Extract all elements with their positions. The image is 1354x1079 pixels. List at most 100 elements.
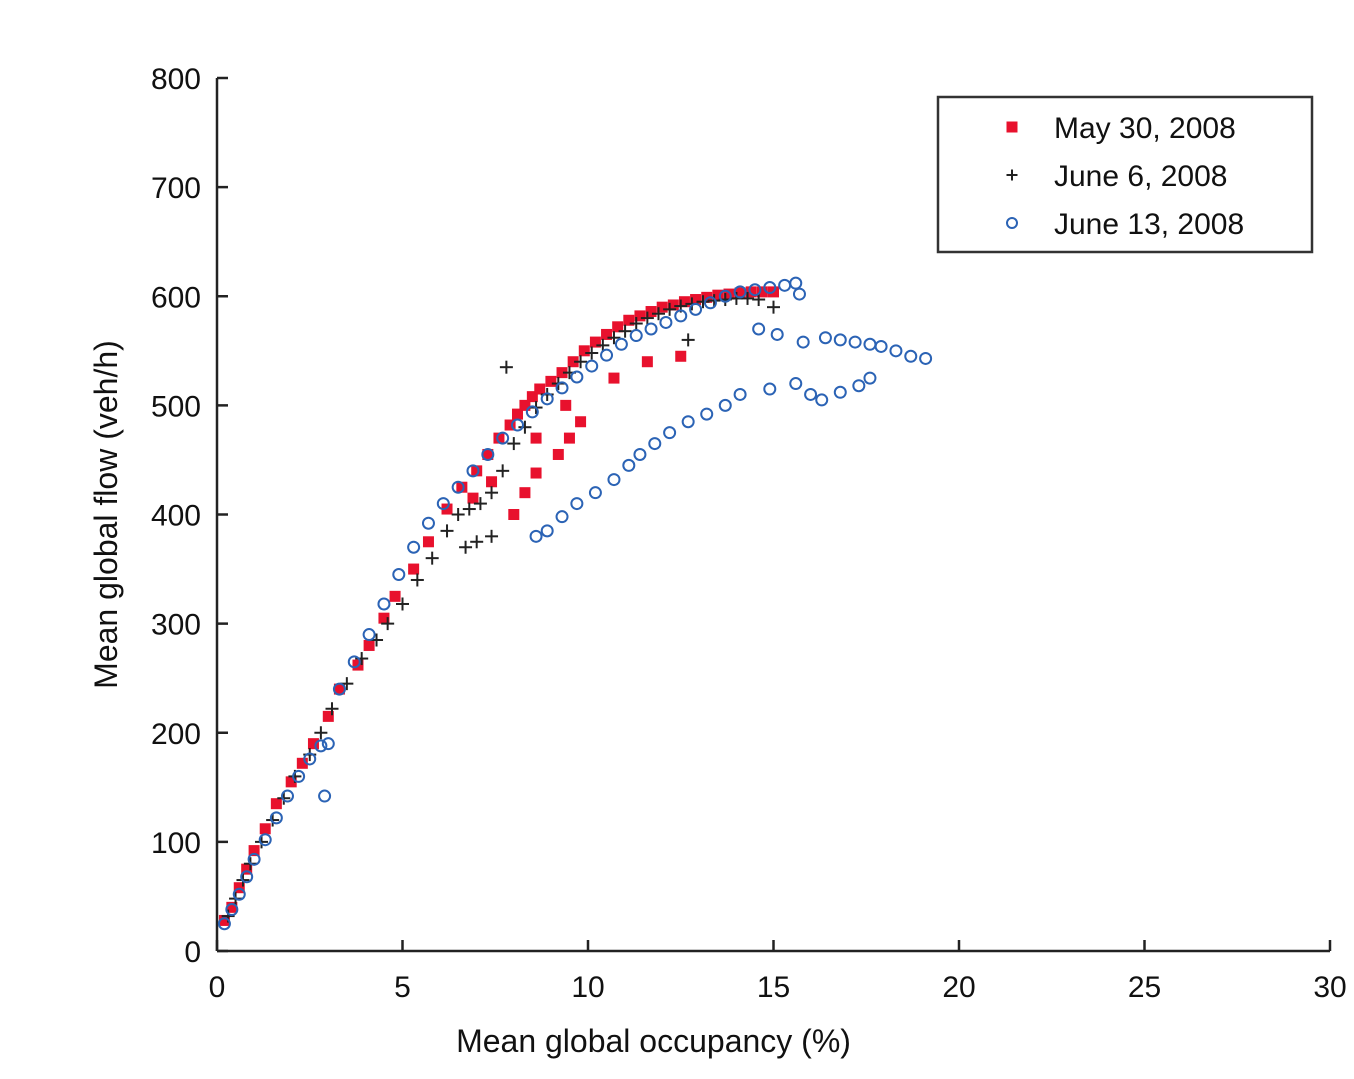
data-point bbox=[466, 464, 480, 478]
data-point bbox=[459, 540, 473, 554]
data-point bbox=[607, 473, 621, 487]
y-axis-label: Mean global flow (veh/h) bbox=[88, 340, 124, 689]
data-point bbox=[269, 811, 283, 825]
data-point bbox=[318, 789, 332, 803]
data-point bbox=[525, 405, 539, 419]
data-point bbox=[723, 288, 735, 300]
x-tick-label: 0 bbox=[209, 971, 226, 1004]
data-point bbox=[734, 287, 746, 299]
data-point bbox=[818, 331, 832, 345]
data-point bbox=[493, 432, 505, 444]
data-point bbox=[612, 321, 624, 333]
legend-item-2: June 6, 2008 bbox=[1006, 160, 1227, 193]
data-point bbox=[518, 420, 532, 434]
data-point bbox=[285, 776, 297, 788]
data-point bbox=[563, 432, 575, 444]
x-tick-label: 10 bbox=[571, 971, 604, 1004]
x-tick-label: 5 bbox=[394, 971, 411, 1004]
data-point bbox=[763, 382, 777, 396]
data-point bbox=[778, 278, 792, 292]
data-point bbox=[644, 322, 658, 336]
data-point bbox=[574, 355, 588, 369]
data-point bbox=[663, 302, 677, 316]
data-point bbox=[681, 415, 695, 429]
x-tick-label: 30 bbox=[1313, 971, 1346, 1004]
data-point bbox=[848, 335, 862, 349]
data-point bbox=[378, 612, 390, 624]
data-point bbox=[470, 535, 484, 549]
data-point bbox=[570, 497, 584, 511]
data-point bbox=[540, 524, 554, 538]
data-point bbox=[530, 467, 542, 479]
data-point bbox=[608, 372, 620, 384]
data-point bbox=[629, 317, 643, 331]
data-point bbox=[314, 726, 328, 740]
data-point bbox=[555, 510, 569, 524]
data-point bbox=[874, 339, 888, 353]
data-point bbox=[512, 408, 524, 420]
data-point bbox=[247, 852, 261, 866]
data-point bbox=[292, 769, 306, 783]
legend-items: May 30, 2008 June 6, 2008 June 13, 2008 bbox=[1006, 112, 1244, 241]
y-tick-label: 700 bbox=[151, 172, 201, 205]
data-point bbox=[408, 563, 420, 575]
y-tick-label: 0 bbox=[184, 936, 201, 969]
data-point bbox=[451, 480, 465, 494]
data-point bbox=[534, 383, 546, 395]
data-point bbox=[396, 597, 409, 611]
data-point bbox=[659, 315, 673, 329]
data-point bbox=[456, 481, 468, 493]
data-point bbox=[325, 702, 339, 716]
data-point bbox=[804, 387, 818, 401]
x-tick-label: 25 bbox=[1128, 971, 1161, 1004]
data-point bbox=[248, 845, 260, 857]
data-point bbox=[852, 379, 866, 393]
data-point bbox=[645, 306, 657, 318]
x-tick-label: 20 bbox=[942, 971, 975, 1004]
series-1 bbox=[218, 286, 779, 926]
data-point bbox=[422, 536, 434, 548]
data-point bbox=[701, 291, 713, 303]
data-point bbox=[540, 392, 554, 406]
data-point bbox=[555, 381, 569, 395]
data-point bbox=[833, 385, 847, 399]
data-point bbox=[218, 914, 230, 926]
data-point bbox=[752, 293, 766, 307]
data-point bbox=[303, 752, 317, 766]
data-point bbox=[741, 291, 755, 305]
data-point bbox=[919, 351, 933, 365]
data-point bbox=[363, 639, 375, 651]
data-point bbox=[567, 356, 579, 368]
data-point bbox=[277, 791, 291, 805]
data-point bbox=[496, 464, 510, 478]
data-point bbox=[641, 356, 653, 368]
data-point bbox=[656, 301, 668, 313]
data-point bbox=[389, 590, 401, 602]
data-point bbox=[789, 276, 803, 290]
data-point bbox=[770, 327, 784, 341]
data-point bbox=[733, 387, 747, 401]
data-point bbox=[596, 338, 610, 352]
data-points bbox=[217, 276, 933, 931]
x-axis-label: Mean global occupancy (%) bbox=[456, 1023, 851, 1059]
y-tick-label: 200 bbox=[151, 718, 201, 751]
data-point bbox=[362, 628, 376, 642]
data-point bbox=[585, 346, 599, 360]
data-point bbox=[259, 823, 271, 835]
data-point bbox=[601, 328, 613, 340]
data-point bbox=[889, 344, 903, 358]
data-point bbox=[588, 486, 602, 500]
data-point bbox=[729, 291, 743, 305]
y-tick-label: 600 bbox=[151, 281, 201, 314]
data-point bbox=[321, 737, 335, 751]
data-point bbox=[266, 813, 280, 827]
data-point bbox=[792, 287, 806, 301]
data-point bbox=[700, 407, 714, 421]
series-3 bbox=[217, 276, 933, 931]
data-point bbox=[690, 294, 702, 306]
data-point bbox=[496, 431, 510, 445]
data-point bbox=[712, 289, 724, 301]
data-point bbox=[589, 336, 601, 348]
